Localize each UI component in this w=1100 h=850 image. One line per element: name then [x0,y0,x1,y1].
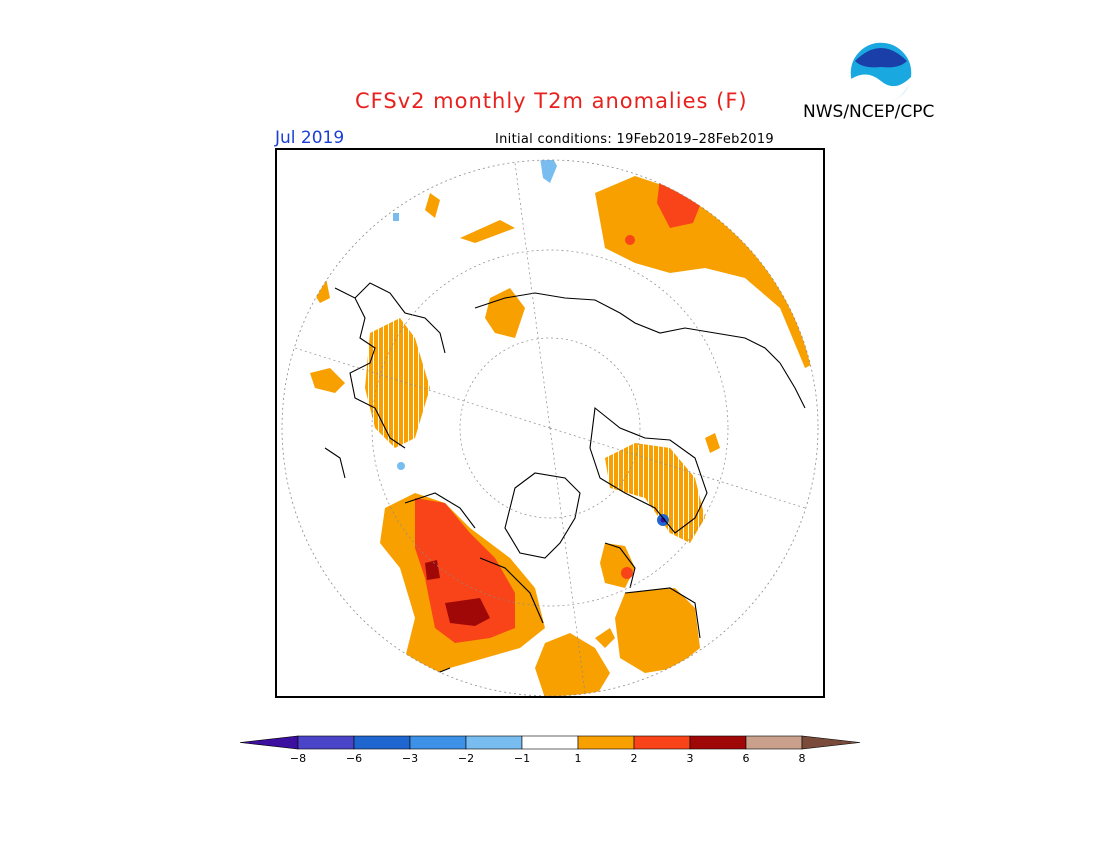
colorbar-tick-label: 6 [743,752,750,765]
colorbar-segment [521,735,579,750]
initial-conditions: Initial conditions: 19Feb2019–28Feb2019 [495,132,774,147]
forecast-month: Jul 2019 [275,128,345,148]
latitude-circle [459,337,641,519]
colorbar-segment [745,735,803,750]
colorbar-tick-label: 8 [799,752,806,765]
colorbar-tick-label: −8 [290,752,306,765]
map-title: CFSv2 monthly T2m anomalies (F) [355,89,748,113]
agency-label: NWS/NCEP/CPC [803,102,935,122]
colorbar-left-arrow [239,735,299,750]
colorbar-segment [353,735,411,750]
colorbar-tick-label: 2 [631,752,638,765]
polar-map [275,148,825,698]
map-frame [275,148,825,698]
colorbar-segment [577,735,635,750]
colorbar-right-arrow [801,735,861,750]
colorbar-tick-label: −3 [402,752,418,765]
colorbar-segment [409,735,467,750]
colorbar-tick-label: 1 [575,752,582,765]
colorbar-tick-label: 3 [687,752,694,765]
anomaly-fields [310,160,818,696]
colorbar-segment [633,735,691,750]
colorbar-segment [465,735,523,750]
colorbar-tick-label: −2 [458,752,474,765]
colorbar-tick-label: −6 [346,752,362,765]
colorbar: −8 −6 −3 −2 −1 1 2 3 6 8 [239,735,861,765]
colorbar-segment [689,735,747,750]
colorbar-tick-label: −1 [514,752,530,765]
coastlines [324,282,806,689]
noaa-logo [849,41,913,105]
colorbar-segment [297,735,355,750]
latitude-circle [371,249,729,607]
